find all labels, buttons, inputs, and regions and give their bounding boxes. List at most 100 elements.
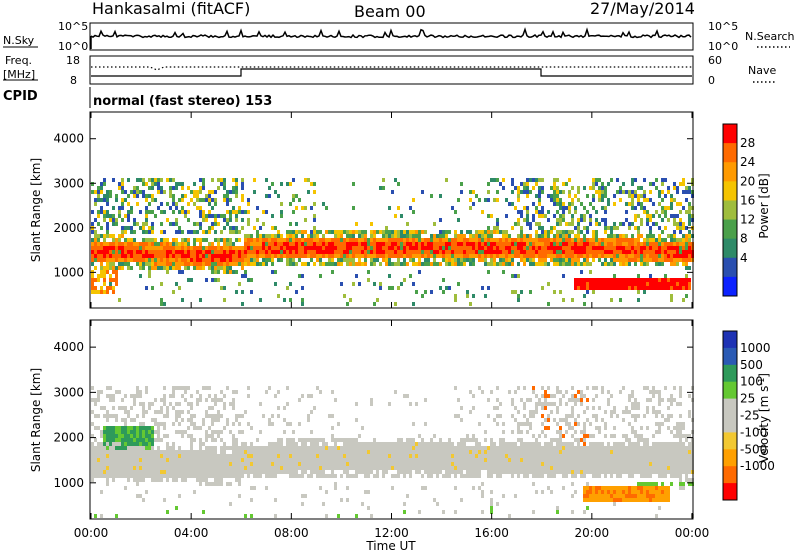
power-cell [307,262,310,266]
velocity-cell [505,466,508,470]
velocity-cell [166,510,169,514]
power-cell [367,278,370,282]
power-cell [115,198,118,202]
velocity-cell [574,398,577,402]
power-cell [217,270,220,274]
power-cell [241,246,244,250]
power-cell [91,238,94,242]
power-cell [529,222,532,226]
power-cell [508,234,511,238]
power-cell [502,250,505,254]
power-cell [673,238,676,242]
power-cell [448,242,451,246]
velocity-cell [325,514,328,518]
velocity-cell [544,394,547,398]
station-title: Hankasalmi (fitACF) [92,0,250,18]
power-cell [481,258,484,262]
velocity-cell [316,450,319,454]
velocity-cell [517,474,520,478]
power-cell [658,238,661,242]
power-cell [577,186,580,190]
power-cell [208,242,211,246]
power-cell [520,230,523,234]
velocity-cell [310,474,313,478]
velocity-cell [376,458,379,462]
power-cell [298,230,301,234]
power-cell [346,234,349,238]
velocity-cell [157,458,160,462]
power-cell [511,242,514,246]
velocity-cell [574,422,577,426]
velocity-cell [568,462,571,466]
power-cell [529,226,532,230]
power-cell [607,182,610,186]
velocity-cell [397,454,400,458]
velocity-cell [433,470,436,474]
velocity-cell [193,458,196,462]
power-cell [133,230,136,234]
power-cell [145,230,148,234]
power-cell [232,250,235,254]
velocity-cell [193,462,196,466]
velocity-cell [385,458,388,462]
velocity-cell [550,450,553,454]
velocity-cell [604,446,607,450]
power-cell [166,218,169,222]
velocity-cell [532,446,535,450]
velocity-cell [100,390,103,394]
velocity-cell [556,446,559,450]
velocity-cell [331,434,334,438]
power-cell [469,302,472,306]
velocity-cell [628,490,631,494]
power-cell [634,214,637,218]
power-cell [313,262,316,266]
velocity-cell [241,430,244,434]
velocity-cell [334,458,337,462]
velocity-cell [106,410,109,414]
velocity-cell [199,478,202,482]
power-cell [352,230,355,234]
power-cell [487,262,490,266]
power-cell [481,286,484,290]
velocity-cell [559,442,562,446]
velocity-cell [475,466,478,470]
velocity-cell [607,442,610,446]
power-cell [640,258,643,262]
velocity-cell [196,458,199,462]
power-cell [289,258,292,262]
power-cell [160,266,163,270]
velocity-cell [391,486,394,490]
velocity-cell [112,458,115,462]
velocity-cell [598,470,601,474]
velocity-cell [106,458,109,462]
velocity-cell [361,426,364,430]
velocity-cell [580,390,583,394]
velocity-cell [337,446,340,450]
velocity-cell [394,442,397,446]
power-cell [466,250,469,254]
velocity-cell [592,494,595,498]
velocity-cell [478,470,481,474]
power-cell [547,250,550,254]
velocity-cell [520,422,523,426]
velocity-cell [556,422,559,426]
velocity-cell [388,402,391,406]
velocity-cell [427,458,430,462]
velocity-cell [151,434,154,438]
velocity-cell [250,426,253,430]
power-cell [571,198,574,202]
velocity-cell [559,418,562,422]
power-cell [277,246,280,250]
power-cell [289,230,292,234]
power-cell [235,194,238,198]
power-cell [220,262,223,266]
power-cell [223,266,226,270]
velocity-cell [523,442,526,446]
power-cell [211,214,214,218]
velocity-cell [556,390,559,394]
velocity-cell [325,474,328,478]
velocity-cell [463,474,466,478]
velocity-cell [130,406,133,410]
velocity-cell [487,454,490,458]
power-cell [646,242,649,246]
